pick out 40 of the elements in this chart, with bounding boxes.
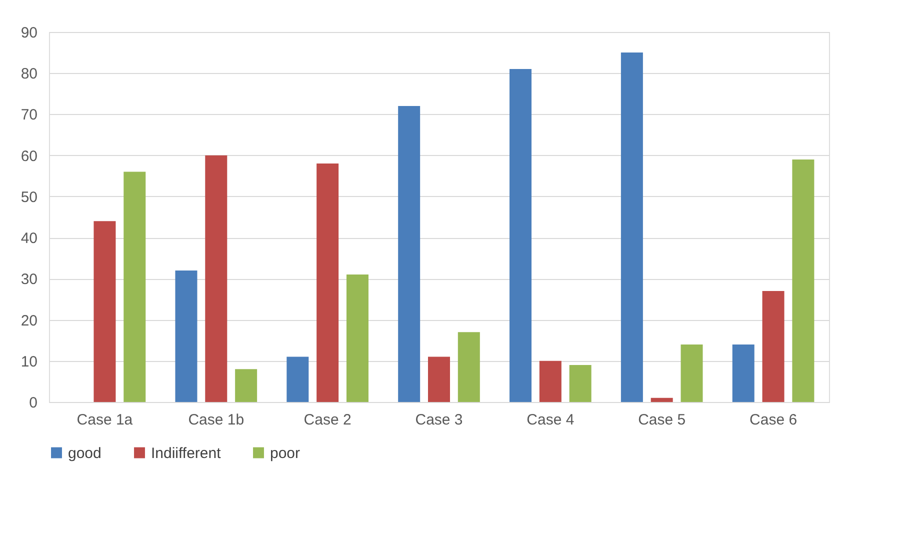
bar <box>316 164 339 402</box>
bar <box>124 172 146 402</box>
bar <box>650 398 673 402</box>
y-tick-label: 30 <box>20 271 38 288</box>
y-tick-label: 90 <box>20 24 38 42</box>
x-tick-label: Case 1a <box>76 412 134 428</box>
bar <box>286 356 309 402</box>
bar <box>94 221 116 402</box>
x-tick-label: Case 5 <box>638 412 686 428</box>
legend-label: good <box>68 444 102 462</box>
y-tick-label: 80 <box>20 66 38 83</box>
bar <box>680 344 703 402</box>
x-tick-label: Case 4 <box>526 412 574 428</box>
bar <box>792 159 814 402</box>
y-tick-label: 60 <box>20 148 38 165</box>
x-tick-label: Case 2 <box>304 412 352 428</box>
y-tick-label: 10 <box>20 353 38 370</box>
bar <box>732 344 754 402</box>
bar <box>762 291 784 402</box>
y-tick-label: 70 <box>20 106 38 124</box>
bar <box>569 365 592 402</box>
y-tick-label: 0 <box>29 394 38 412</box>
bar <box>175 270 198 402</box>
bar <box>428 356 450 402</box>
y-tick-label: 50 <box>20 188 38 206</box>
bar <box>346 274 368 402</box>
x-tick-label: Case 3 <box>415 412 463 428</box>
x-tick-label: Case 6 <box>750 412 798 428</box>
bar <box>620 52 643 402</box>
legend-label: poor <box>270 444 300 462</box>
bar <box>510 69 532 402</box>
bar <box>235 369 258 402</box>
y-tick-label: 40 <box>20 230 38 248</box>
bar <box>539 360 562 402</box>
bar <box>398 106 420 402</box>
x-tick-label: Case 1b <box>188 412 244 428</box>
bar <box>205 155 228 402</box>
y-tick-label: 20 <box>20 312 38 330</box>
legend-label: Indiifferent <box>151 444 222 462</box>
bar <box>458 332 480 402</box>
